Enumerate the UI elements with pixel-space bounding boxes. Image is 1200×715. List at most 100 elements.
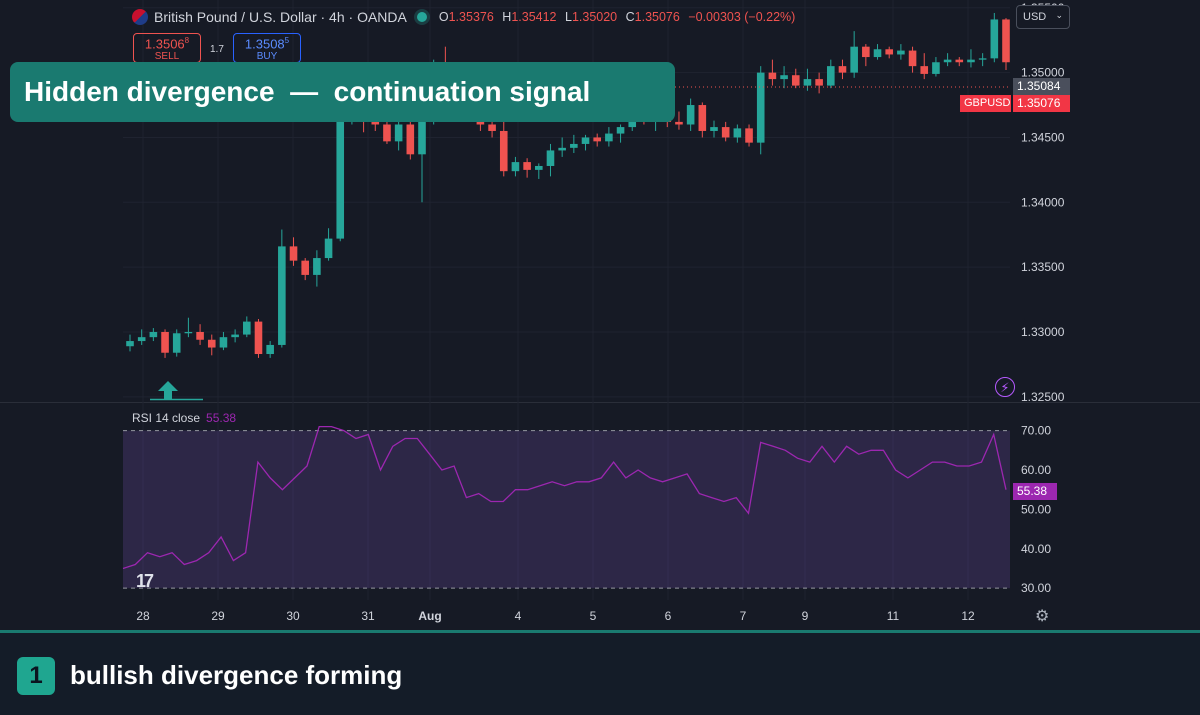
price-axis-tick-label: 1.34000 <box>1021 195 1065 209</box>
candle <box>511 162 520 172</box>
candle <box>990 19 999 59</box>
candle <box>278 246 286 345</box>
candle <box>581 137 590 144</box>
candle <box>207 339 216 348</box>
time-axis-tick-label: 6 <box>665 609 672 623</box>
candle <box>967 59 975 63</box>
last-price-tag: 1.35076 <box>1013 95 1070 112</box>
annotation-banner: Hidden divergence — continuation signal <box>10 62 675 122</box>
candle <box>978 58 987 60</box>
rsi-band <box>123 430 1010 589</box>
candle <box>710 127 718 131</box>
candle <box>943 59 952 63</box>
time-axis-tick-label: 9 <box>802 609 809 623</box>
ohlc-values: O1.35376 H1.35412 L1.35020 C1.35076 −0.0… <box>439 10 800 24</box>
close-value: 1.35076 <box>634 10 680 24</box>
rsi-axis-tick-label: 40.00 <box>1021 542 1051 556</box>
candle <box>593 137 601 142</box>
candle <box>862 46 870 58</box>
time-axis-tick-label: Aug <box>418 609 441 623</box>
candle <box>488 124 496 131</box>
gear-icon[interactable]: ⚙ <box>1035 608 1050 625</box>
currency-select[interactable]: USD ⌄ <box>1016 5 1070 29</box>
candle <box>827 66 835 86</box>
market-open-icon <box>416 12 427 22</box>
candle <box>803 79 812 86</box>
candle <box>219 337 228 348</box>
rsi-axis-tick-label: 70.00 <box>1021 424 1051 438</box>
candle <box>873 49 882 58</box>
sell-button[interactable]: 1.35068 SELL <box>133 33 201 63</box>
open-key: O <box>438 10 449 24</box>
candle <box>897 50 905 55</box>
rsi-value: 55.38 <box>206 411 237 425</box>
open-value: 1.35376 <box>448 10 494 24</box>
candle <box>850 46 858 73</box>
footer-caption: 1 bullish divergence forming <box>0 630 1200 715</box>
buy-label: BUY <box>256 51 278 63</box>
candle <box>161 331 169 353</box>
candle <box>184 331 193 334</box>
close-key: C <box>625 10 635 24</box>
candle <box>301 260 309 275</box>
previous-price-tag: 1.35084 <box>1013 78 1070 95</box>
rsi-label: RSI 14 close <box>132 411 201 425</box>
candle <box>172 333 181 353</box>
lightning-icon[interactable]: ⚡ <box>995 377 1015 397</box>
tradingview-logo-icon[interactable]: 17 <box>136 571 154 591</box>
rsi-axis-tick-label: 60.00 <box>1021 463 1051 477</box>
time-axis-tick-label: 11 <box>887 609 900 623</box>
symbol-title[interactable]: British Pound / U.S. Dollar · 4h · OANDA <box>154 9 407 25</box>
time-axis-tick-label: 5 <box>590 609 597 623</box>
price-axis-tick-label: 1.33000 <box>1021 325 1065 339</box>
candle <box>756 72 765 143</box>
candle <box>686 105 695 125</box>
candle <box>126 341 134 347</box>
candle <box>243 321 251 335</box>
candle <box>336 118 345 239</box>
chart-canvas[interactable]: 1.32500 1.33000 1.33500 1.34000 1.34500 1.350… <box>0 0 1200 630</box>
candle <box>780 75 788 80</box>
rsi-legend[interactable]: RSI 14 close 55.38 <box>132 411 236 425</box>
candle <box>546 150 555 166</box>
price-axis-tick-label: 1.33500 <box>1021 260 1065 274</box>
sell-label: SELL <box>154 51 180 63</box>
candle <box>523 162 531 170</box>
candle <box>908 50 917 67</box>
symbol-price-tag: GBPUSD <box>960 95 1011 112</box>
chevron-down-icon: ⌄ <box>1055 10 1063 20</box>
candle <box>499 130 508 172</box>
candle <box>721 127 730 138</box>
candle <box>406 124 415 155</box>
buy-price: 1.3508 <box>244 36 285 52</box>
time-axis-tick-label: 29 <box>211 609 225 623</box>
currency-value: USD <box>1023 11 1047 23</box>
footer-text: bullish divergence forming <box>70 660 403 690</box>
time-axis-tick-label: 30 <box>286 609 300 623</box>
sell-price-sup: 8 <box>184 36 190 45</box>
candle <box>289 246 298 261</box>
price-axis-tick-label: 1.34500 <box>1021 130 1065 144</box>
candle <box>838 66 847 73</box>
candle <box>768 72 777 80</box>
candle <box>698 105 707 131</box>
candle <box>394 124 403 142</box>
candle <box>231 334 239 338</box>
candle <box>535 165 543 170</box>
buy-button[interactable]: 1.35085 BUY <box>233 33 301 63</box>
symbol-legend[interactable]: British Pound / U.S. Dollar · 4h · OANDA… <box>132 7 800 27</box>
candle <box>791 75 800 86</box>
candle <box>605 133 613 142</box>
candle <box>920 66 929 74</box>
candle <box>313 258 321 275</box>
candle <box>149 331 158 338</box>
candle <box>137 337 146 342</box>
rsi-axis-tick-label: 30.00 <box>1021 581 1051 595</box>
high-key: H <box>502 10 512 24</box>
candle <box>745 128 753 143</box>
candle <box>254 321 263 355</box>
candle <box>570 143 578 148</box>
candle <box>815 79 823 86</box>
rsi-axis-tick-label: 50.00 <box>1021 502 1051 516</box>
rsi-series-line <box>122 425 1007 570</box>
